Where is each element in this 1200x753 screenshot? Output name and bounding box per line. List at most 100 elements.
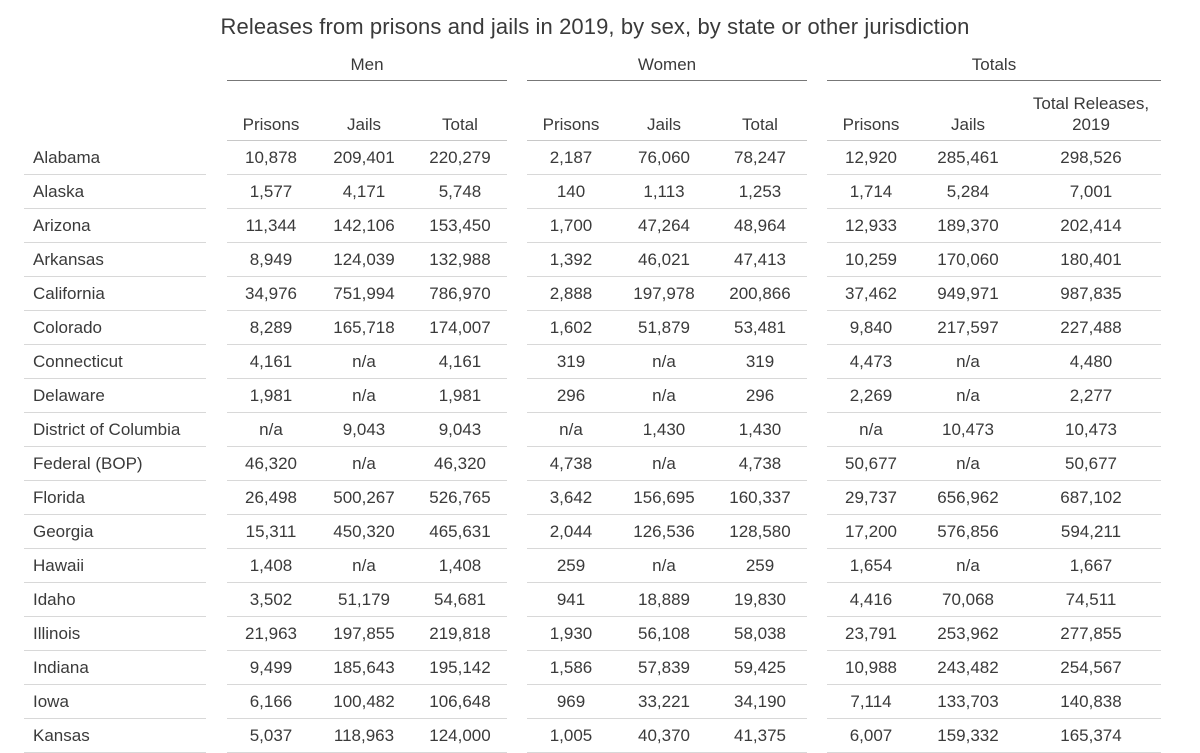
column-gap [507, 617, 527, 651]
cell-t-jails: 189,370 [915, 209, 1021, 243]
cell-t-prisons: 12,933 [827, 209, 915, 243]
cell-t-prisons: 6,007 [827, 719, 915, 753]
cell-t-total: 987,835 [1021, 277, 1161, 311]
column-gap [807, 617, 827, 651]
cell-w-prisons: n/a [527, 413, 615, 447]
column-gap [807, 345, 827, 379]
cell-m-prisons: 46,320 [227, 447, 315, 481]
cell-w-jails: 56,108 [615, 617, 713, 651]
state-name: Arizona [24, 209, 206, 243]
column-gap [206, 583, 227, 617]
col-header-totals-jails: Jails [915, 81, 1021, 141]
cell-w-total: 1,430 [713, 413, 807, 447]
cell-m-total: 153,450 [413, 209, 507, 243]
state-name: Iowa [24, 685, 206, 719]
cell-t-jails: n/a [915, 549, 1021, 583]
cell-m-total: 195,142 [413, 651, 507, 685]
cell-m-total: 54,681 [413, 583, 507, 617]
column-gap [807, 209, 827, 243]
cell-w-total: 1,253 [713, 175, 807, 209]
cell-w-total: 160,337 [713, 481, 807, 515]
cell-w-total: 58,038 [713, 617, 807, 651]
state-name: Arkansas [24, 243, 206, 277]
cell-t-jails: 10,473 [915, 413, 1021, 447]
cell-t-total: 594,211 [1021, 515, 1161, 549]
column-gap [507, 379, 527, 413]
group-header-men: Men [227, 50, 507, 81]
cell-t-jails: 949,971 [915, 277, 1021, 311]
cell-t-total: 227,488 [1021, 311, 1161, 345]
cell-t-jails: 576,856 [915, 515, 1021, 549]
column-gap [507, 209, 527, 243]
cell-w-jails: 76,060 [615, 141, 713, 175]
state-name: Idaho [24, 583, 206, 617]
column-gap [507, 583, 527, 617]
cell-m-total: 5,748 [413, 175, 507, 209]
cell-w-jails: 126,536 [615, 515, 713, 549]
state-name: Indiana [24, 651, 206, 685]
cell-m-total: 46,320 [413, 447, 507, 481]
column-gap [507, 311, 527, 345]
state-name: Illinois [24, 617, 206, 651]
cell-t-prisons: 7,114 [827, 685, 915, 719]
column-gap [206, 243, 227, 277]
column-gap [206, 447, 227, 481]
cell-m-jails: 100,482 [315, 685, 413, 719]
column-gap [507, 651, 527, 685]
group-header-women: Women [527, 50, 807, 81]
cell-m-jails: 185,643 [315, 651, 413, 685]
cell-m-jails: 9,043 [315, 413, 413, 447]
table-row: Kansas 5,037 118,963 124,000 1,005 40,370 41,3… [24, 719, 1161, 753]
cell-w-jails: n/a [615, 447, 713, 481]
cell-m-prisons: 4,161 [227, 345, 315, 379]
column-gap [807, 379, 827, 413]
cell-m-jails: 142,106 [315, 209, 413, 243]
column-gap [507, 345, 527, 379]
cell-w-prisons: 2,187 [527, 141, 615, 175]
column-gap [807, 141, 827, 175]
cell-m-prisons: 3,502 [227, 583, 315, 617]
cell-t-total: 165,374 [1021, 719, 1161, 753]
column-gap [206, 141, 227, 175]
cell-w-total: 4,738 [713, 447, 807, 481]
cell-t-total: 254,567 [1021, 651, 1161, 685]
column-gap [507, 141, 527, 175]
cell-t-jails: 285,461 [915, 141, 1021, 175]
column-gap [807, 651, 827, 685]
state-name: Alabama [24, 141, 206, 175]
cell-m-jails: n/a [315, 549, 413, 583]
cell-t-jails: 170,060 [915, 243, 1021, 277]
cell-m-jails: 197,855 [315, 617, 413, 651]
cell-w-total: 47,413 [713, 243, 807, 277]
cell-t-total: 4,480 [1021, 345, 1161, 379]
column-gap [507, 413, 527, 447]
cell-m-jails: 118,963 [315, 719, 413, 753]
cell-m-total: 465,631 [413, 515, 507, 549]
cell-m-prisons: 26,498 [227, 481, 315, 515]
cell-m-jails: n/a [315, 345, 413, 379]
table-title: Releases from prisons and jails in 2019,… [220, 14, 970, 39]
column-gap [507, 277, 527, 311]
cell-t-prisons: 9,840 [827, 311, 915, 345]
table-row: Arizona 11,344 142,106 153,450 1,700 47,264 48… [24, 209, 1161, 243]
cell-w-total: 41,375 [713, 719, 807, 753]
column-gap [807, 243, 827, 277]
cell-m-prisons: 5,037 [227, 719, 315, 753]
cell-t-total: 10,473 [1021, 413, 1161, 447]
cell-w-prisons: 1,602 [527, 311, 615, 345]
cell-w-prisons: 969 [527, 685, 615, 719]
cell-w-prisons: 2,044 [527, 515, 615, 549]
col-header-totals-prisons: Prisons [827, 81, 915, 141]
cell-w-prisons: 1,700 [527, 209, 615, 243]
cell-m-prisons: 10,878 [227, 141, 315, 175]
cell-t-prisons: 23,791 [827, 617, 915, 651]
cell-t-total: 50,677 [1021, 447, 1161, 481]
cell-w-total: 296 [713, 379, 807, 413]
cell-w-jails: 40,370 [615, 719, 713, 753]
cell-t-jails: 159,332 [915, 719, 1021, 753]
table-row: Georgia 15,311 450,320 465,631 2,044 126,536 1… [24, 515, 1161, 549]
cell-m-jails: n/a [315, 447, 413, 481]
cell-w-total: 319 [713, 345, 807, 379]
cell-m-prisons: n/a [227, 413, 315, 447]
cell-t-prisons: 10,259 [827, 243, 915, 277]
